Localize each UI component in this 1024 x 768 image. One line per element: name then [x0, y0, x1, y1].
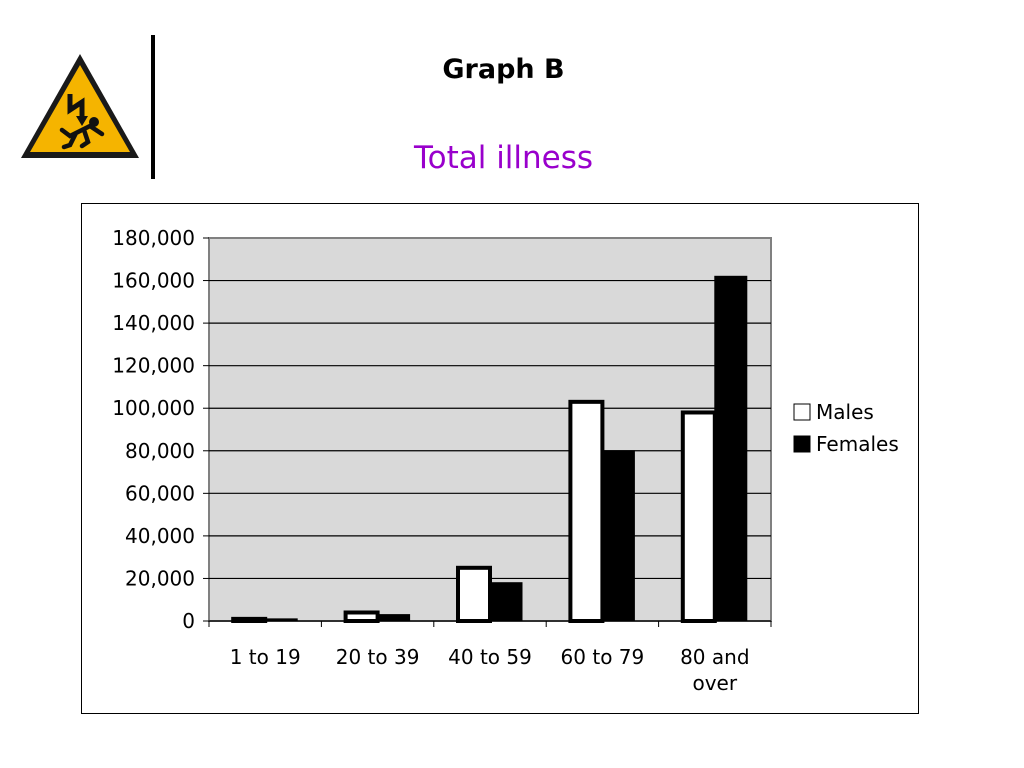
electric-shock-warning-icon — [21, 54, 139, 158]
bar-females-2 — [377, 614, 411, 622]
y-tick-label: 160,000 — [112, 269, 195, 293]
x-tick-label: 20 to 39 — [336, 645, 420, 669]
y-tick-label: 40,000 — [125, 524, 195, 548]
bar-males-2 — [343, 610, 380, 624]
legend-label-males: Males — [816, 400, 874, 424]
bar-females-5 — [714, 275, 748, 622]
y-tick-label: 180,000 — [112, 226, 195, 250]
header-divider — [151, 35, 155, 179]
x-tick-label: 80 and — [680, 645, 749, 669]
legend-label-females: Females — [816, 432, 899, 456]
bar-females-4 — [601, 450, 635, 622]
x-tick-label: 60 to 79 — [561, 645, 645, 669]
plot-area — [208, 237, 772, 622]
bar-males-5 — [680, 410, 717, 623]
legend-swatch-females — [793, 435, 811, 453]
legend-swatch-males — [793, 403, 811, 421]
y-tick-label: 140,000 — [112, 311, 195, 335]
bar-females-1 — [264, 618, 298, 622]
y-tick-label: 0 — [182, 609, 195, 633]
page-subtitle: Total illness — [413, 140, 594, 176]
bar-males-3 — [456, 565, 492, 623]
bar-females-3 — [489, 582, 523, 622]
page-title: Graph B — [442, 54, 565, 85]
bar-males-1 — [231, 616, 268, 624]
y-tick-label: 20,000 — [125, 566, 195, 590]
bar-males-4 — [568, 399, 605, 623]
bar-chart: 0 20,000 40,000 60,000 80,000 100,000 120,000 1… — [112, 226, 899, 695]
chart-frame: 0 20,000 40,000 60,000 80,000 100,000 120,000 1… — [81, 203, 919, 714]
x-tick-label: 40 to 59 — [448, 645, 532, 669]
x-tick-label: over — [692, 671, 737, 695]
y-tick-label: 100,000 — [112, 396, 195, 420]
y-tick-label: 80,000 — [125, 439, 195, 463]
y-tick-label: 120,000 — [112, 354, 195, 378]
x-tick-label: 1 to 19 — [230, 645, 301, 669]
y-tick-label: 60,000 — [125, 481, 195, 505]
